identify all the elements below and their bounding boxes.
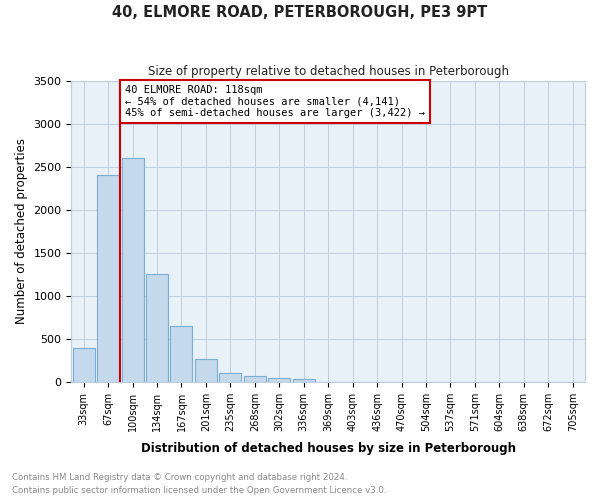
- Bar: [73, 348, 95, 382]
- Bar: [220, 373, 241, 382]
- X-axis label: Distribution of detached houses by size in Peterborough: Distribution of detached houses by size …: [141, 442, 516, 455]
- Text: 40, ELMORE ROAD, PETERBOROUGH, PE3 9PT: 40, ELMORE ROAD, PETERBOROUGH, PE3 9PT: [112, 5, 488, 20]
- Bar: [244, 376, 266, 382]
- Bar: [146, 274, 168, 382]
- Bar: [122, 158, 143, 382]
- Text: Contains HM Land Registry data © Crown copyright and database right 2024.
Contai: Contains HM Land Registry data © Crown c…: [12, 474, 386, 495]
- Bar: [293, 379, 315, 382]
- Text: 40 ELMORE ROAD: 118sqm
← 54% of detached houses are smaller (4,141)
45% of semi-: 40 ELMORE ROAD: 118sqm ← 54% of detached…: [125, 85, 425, 118]
- Bar: [170, 326, 193, 382]
- Y-axis label: Number of detached properties: Number of detached properties: [15, 138, 28, 324]
- Bar: [97, 175, 119, 382]
- Title: Size of property relative to detached houses in Peterborough: Size of property relative to detached ho…: [148, 65, 509, 78]
- Bar: [268, 378, 290, 382]
- Bar: [195, 360, 217, 382]
